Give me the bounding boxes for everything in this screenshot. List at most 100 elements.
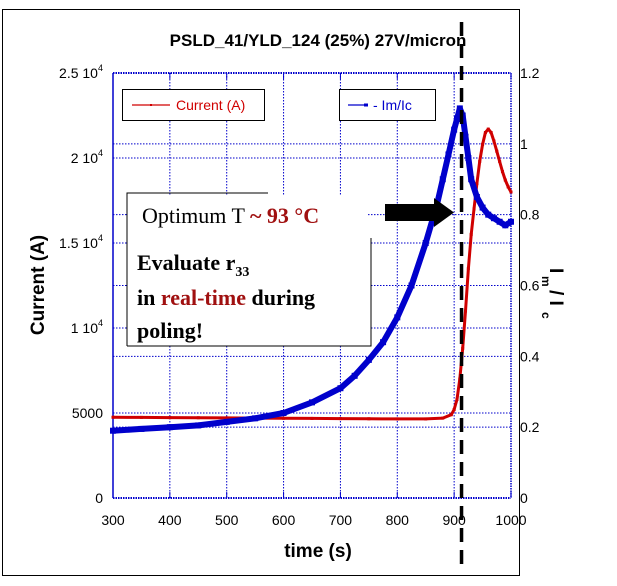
data-point bbox=[500, 170, 504, 174]
y-left-tick-label: 1 104 bbox=[71, 318, 103, 336]
data-point bbox=[486, 127, 490, 131]
data-point bbox=[481, 142, 485, 146]
data-point bbox=[225, 416, 229, 420]
data-point bbox=[485, 211, 492, 218]
data-point bbox=[498, 159, 502, 163]
data-point bbox=[466, 267, 470, 270]
x-tick-label: 900 bbox=[442, 512, 466, 528]
data-point bbox=[452, 408, 456, 412]
x-tick-label: 700 bbox=[329, 512, 353, 528]
data-point bbox=[478, 159, 482, 163]
data-point bbox=[472, 207, 476, 211]
data-point bbox=[139, 415, 143, 419]
data-point bbox=[195, 422, 202, 429]
data-point bbox=[196, 416, 200, 420]
annotation-in: in bbox=[137, 285, 161, 310]
x-tick-label: 800 bbox=[386, 512, 410, 528]
y-left-tick-exponent: 4 bbox=[98, 148, 103, 158]
x-tick-label: 400 bbox=[158, 512, 182, 528]
x-tick-label: 1000 bbox=[495, 512, 526, 528]
y-right-axis-label: I m / I c bbox=[539, 268, 566, 319]
y-right-tick-label: 1.2 bbox=[520, 65, 540, 81]
y-right-tick-label: 0.2 bbox=[520, 419, 540, 435]
annotation-optimum-value: ~ 93 °C bbox=[250, 203, 319, 228]
data-point bbox=[503, 178, 507, 182]
y-left-tick-label: 5000 bbox=[72, 405, 103, 421]
data-point bbox=[468, 176, 475, 183]
series-current bbox=[111, 127, 513, 421]
y-right-label-m-sub: m bbox=[539, 276, 553, 287]
data-point bbox=[462, 133, 469, 140]
data-point bbox=[449, 413, 453, 417]
data-point bbox=[395, 417, 399, 421]
data-point bbox=[455, 397, 459, 401]
x-tick-label: 500 bbox=[215, 512, 239, 528]
data-point bbox=[422, 240, 429, 246]
y-right-label-im: I bbox=[545, 268, 566, 273]
data-point bbox=[461, 346, 465, 350]
x-tick-labels: 300 400 500 600 700 800 900 1000 bbox=[101, 512, 526, 528]
data-point bbox=[138, 425, 145, 432]
y-right-tick-label: 0.4 bbox=[520, 348, 540, 364]
legend-ratio: - Im/Ic bbox=[339, 89, 436, 121]
annotation-evaluate-sub: 33 bbox=[235, 265, 249, 280]
y-left-tick-mantissa: 2 10 bbox=[71, 150, 98, 166]
y-left-tick-label: 0 bbox=[95, 490, 103, 506]
y-left-axis-label: Current (A) bbox=[28, 235, 49, 335]
y-left-tick-label: 1.5 104 bbox=[59, 233, 103, 251]
data-point bbox=[495, 149, 499, 153]
figure-frame: PSLD_41/YLD_124 (25%) 27V/micron 300 400 5… bbox=[2, 9, 566, 576]
data-point bbox=[502, 222, 509, 229]
y-left-tick-exponent: 4 bbox=[98, 233, 103, 243]
data-point bbox=[489, 131, 493, 134]
data-point bbox=[496, 218, 503, 225]
y-right-tick-label: 0.8 bbox=[520, 207, 540, 223]
data-point bbox=[451, 126, 458, 133]
data-point bbox=[365, 356, 372, 363]
y-left-tick-mantissa: 0 bbox=[95, 490, 103, 506]
y-right-label-slash: / I bbox=[545, 290, 566, 306]
y-left-tick-mantissa: 1 10 bbox=[71, 320, 98, 336]
data-point bbox=[445, 151, 452, 158]
data-point bbox=[166, 424, 173, 431]
data-point bbox=[408, 282, 415, 289]
annotation-optimum-prefix: Optimum T bbox=[142, 203, 250, 228]
data-point bbox=[479, 204, 486, 211]
data-point bbox=[490, 215, 497, 222]
figure-border bbox=[2, 9, 520, 576]
y-left-tick-mantissa: 5000 bbox=[72, 405, 103, 421]
data-point bbox=[439, 176, 446, 183]
chart-title: PSLD_41/YLD_124 (25%) 27V/micron bbox=[170, 31, 467, 50]
data-point bbox=[110, 427, 116, 434]
y-left-tick-mantissa: 2.5 10 bbox=[59, 65, 98, 81]
data-point bbox=[380, 339, 387, 346]
x-tick-label: 600 bbox=[272, 512, 296, 528]
data-point bbox=[367, 417, 371, 421]
data-point bbox=[465, 155, 472, 161]
data-point bbox=[309, 399, 315, 406]
annotation-evaluate: Evaluate r33 bbox=[137, 250, 249, 280]
data-point bbox=[441, 416, 445, 420]
data-point bbox=[111, 415, 115, 419]
y-right-tick-labels: 0 0.2 0.4 0.6 0.8 1 1.2 bbox=[520, 65, 540, 506]
x-axis-label: time (s) bbox=[284, 541, 352, 562]
y-right-tick-label: 0.6 bbox=[520, 278, 540, 294]
data-point bbox=[223, 418, 230, 425]
data-point bbox=[475, 182, 479, 185]
legend-ratio-label: - Im/Ic bbox=[373, 97, 412, 113]
y-right-tick-label: 0 bbox=[520, 490, 528, 506]
data-point bbox=[509, 190, 513, 194]
annotation-poling: poling! bbox=[137, 318, 203, 343]
data-point bbox=[280, 410, 287, 416]
annotation-box: Optimum T ~ 93 °C Evaluate r33 in real-t… bbox=[126, 192, 372, 347]
data-point bbox=[168, 416, 172, 420]
annotation-evaluate-text: Evaluate r bbox=[137, 250, 236, 275]
annotation-real-time: real-time bbox=[161, 285, 246, 310]
data-point bbox=[473, 193, 480, 200]
y-left-tick-mantissa: 1.5 10 bbox=[59, 235, 98, 251]
y-left-tick-label: 2.5 104 bbox=[59, 63, 103, 81]
data-point bbox=[351, 372, 358, 379]
data-point bbox=[453, 116, 460, 123]
y-left-tick-exponent: 4 bbox=[98, 318, 103, 328]
data-point bbox=[424, 417, 428, 421]
